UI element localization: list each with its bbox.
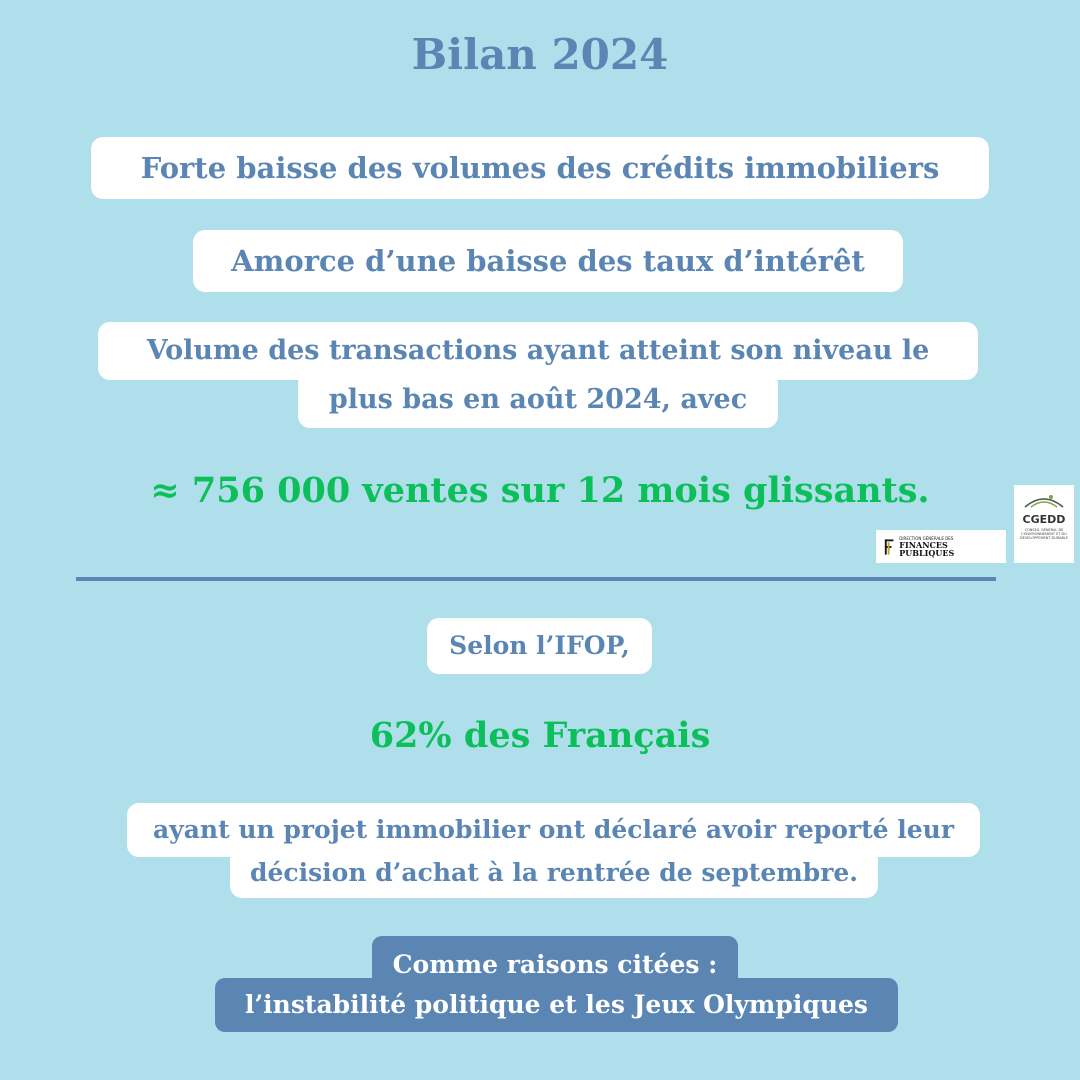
ifop-intro: Selon l’IFOP,: [427, 618, 652, 674]
cgedd-logo-name: CGEDD: [1022, 513, 1066, 526]
dgfip-logo: DIRECTION GÉNÉRALE DES FINANCES PUBLIQUE…: [876, 530, 1006, 563]
page-title: Bilan 2024: [411, 30, 669, 79]
dgfip-logo-big: FINANCES PUBLIQUES: [899, 539, 955, 558]
reasons-line2: l’instabilité politique et les Jeux Olym…: [215, 978, 898, 1032]
point-credits: Forte baisse des volumes des crédits imm…: [91, 137, 989, 199]
ifop-detail-line2: décision d’achat à la rentrée de septemb…: [230, 848, 878, 898]
cgedd-logo: CGEDD CONSEIL GÉNÉRAL DE L'ENVIRONNEMENT…: [1014, 485, 1074, 563]
dgfip-logo-small: DIRECTION GÉNÉRALE DES: [899, 535, 954, 541]
point-transactions-line2: plus bas en août 2024, avec: [298, 372, 778, 428]
point-taux: Amorce d’une baisse des taux d’intérêt: [193, 230, 903, 292]
ifop-highlight: 62% des Français: [369, 715, 711, 756]
cgedd-arc-icon: [1024, 495, 1064, 508]
point-transactions-line1: Volume des transactions ayant atteint so…: [98, 322, 978, 380]
dgfip-emblem-icon: [884, 538, 894, 555]
cgedd-logo-sub: CONSEIL GÉNÉRAL DE L'ENVIRONNEMENT ET DU…: [1019, 528, 1069, 541]
section-divider: [76, 577, 996, 581]
sales-highlight: ≈ 756 000 ventes sur 12 mois glissants.: [150, 470, 930, 511]
